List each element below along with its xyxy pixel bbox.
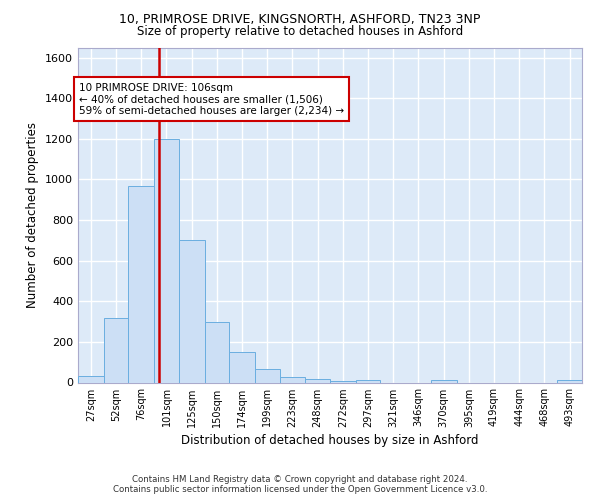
Bar [431,380,457,382]
Bar [280,378,305,382]
Text: Size of property relative to detached houses in Ashford: Size of property relative to detached ho… [137,25,463,38]
Bar [78,376,104,382]
X-axis label: Distribution of detached houses by size in Ashford: Distribution of detached houses by size … [181,434,479,447]
Bar [179,240,205,382]
Text: 10, PRIMROSE DRIVE, KINGSNORTH, ASHFORD, TN23 3NP: 10, PRIMROSE DRIVE, KINGSNORTH, ASHFORD,… [119,12,481,26]
Bar [356,380,380,382]
Bar [128,186,154,382]
Bar [205,322,229,382]
Y-axis label: Number of detached properties: Number of detached properties [26,122,40,308]
Bar [154,139,179,382]
Bar [229,352,255,382]
Bar [104,318,128,382]
Bar [255,370,280,382]
Text: 10 PRIMROSE DRIVE: 106sqm
← 40% of detached houses are smaller (1,506)
59% of se: 10 PRIMROSE DRIVE: 106sqm ← 40% of detac… [79,82,344,116]
Bar [305,380,330,382]
Text: Contains HM Land Registry data © Crown copyright and database right 2024.
Contai: Contains HM Land Registry data © Crown c… [113,474,487,494]
Bar [557,380,582,382]
